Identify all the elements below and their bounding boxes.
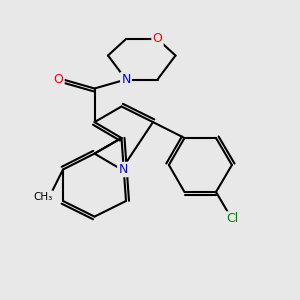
Text: O: O <box>153 32 162 46</box>
Text: N: N <box>118 163 128 176</box>
Text: O: O <box>54 73 63 86</box>
Text: CH₃: CH₃ <box>33 191 52 202</box>
Text: Cl: Cl <box>226 212 238 226</box>
Text: N: N <box>121 73 131 86</box>
